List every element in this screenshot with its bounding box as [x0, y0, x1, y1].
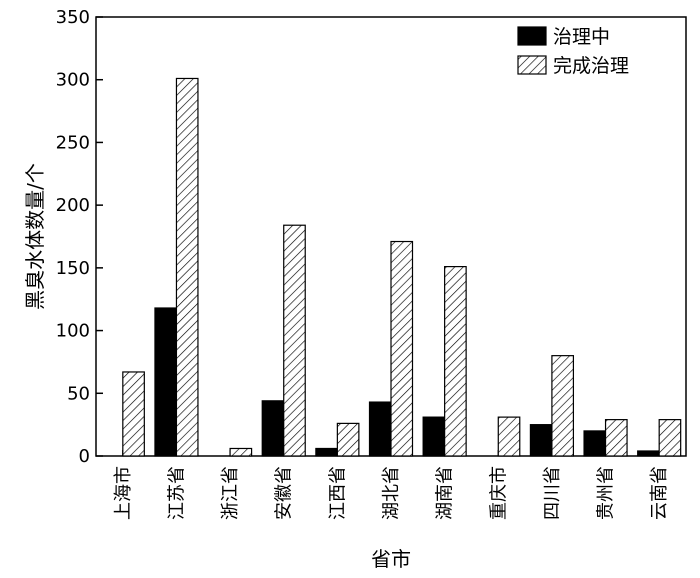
bar-in-progress: [422, 416, 446, 457]
bar-completed: [390, 240, 414, 457]
y-tick-label: 0: [79, 446, 90, 467]
bar-completed: [658, 419, 682, 457]
bar-completed: [604, 419, 628, 457]
y-tick-label: 350: [56, 7, 90, 28]
bar-in-progress: [368, 401, 392, 457]
bar-in-progress: [154, 307, 178, 457]
x-tick-label: 江苏省: [166, 466, 187, 520]
x-tick-label: 四川省: [542, 466, 563, 520]
bar-completed: [336, 422, 360, 457]
bar-completed: [444, 266, 467, 457]
legend-swatch-in-progress: [517, 26, 547, 46]
x-tick-label: 安徽省: [274, 466, 295, 520]
x-axis-title: 省市: [371, 547, 411, 571]
bar-completed: [283, 224, 306, 457]
legend-label-completed: 完成治理: [553, 55, 629, 77]
legend-label-in-progress: 治理中: [553, 26, 610, 48]
bar-completed: [175, 77, 199, 457]
x-tick-label: 上海市: [113, 466, 134, 520]
bar-completed: [229, 447, 253, 457]
x-tick-label: 湖南省: [435, 466, 456, 520]
x-tick-label: 贵州省: [596, 466, 617, 520]
x-tick-label: 重庆市: [488, 466, 509, 520]
bar-in-progress: [529, 424, 553, 457]
legend-swatch-completed: [517, 55, 547, 75]
x-tick-label: 浙江省: [220, 466, 241, 520]
bar-completed: [497, 416, 521, 457]
y-tick-label: 100: [56, 321, 90, 342]
y-tick-label: 200: [56, 195, 90, 216]
bar-completed: [551, 355, 575, 457]
y-tick-label: 50: [67, 383, 90, 404]
y-tick-label: 250: [56, 132, 90, 153]
bar-in-progress: [637, 450, 660, 457]
x-tick-label: 云南省: [649, 466, 670, 520]
x-tick-label: 江西省: [327, 466, 348, 520]
x-tick-label: 湖北省: [381, 466, 402, 520]
bar-in-progress: [583, 430, 607, 457]
bar-in-progress: [261, 400, 285, 457]
plot-area: 0 50 100 150 200 250 300 350 上海市 江苏省 浙江省 安徽省 江西省 湖北省 湖…: [56, 7, 687, 520]
bar-in-progress: [315, 447, 338, 457]
y-tick-label: 300: [56, 70, 90, 91]
y-axis-title: 黑臭水体数量/个: [23, 163, 47, 310]
bar-completed: [122, 371, 145, 457]
y-tick-label: 150: [56, 258, 90, 279]
